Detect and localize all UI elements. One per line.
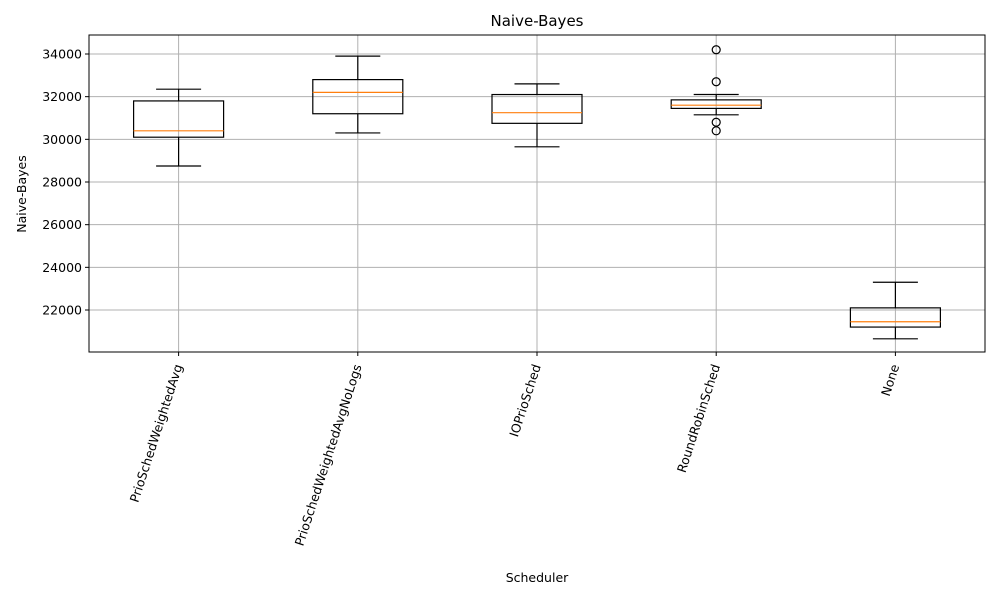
chart-title: Naive-Bayes	[491, 12, 584, 30]
grid-lines	[89, 35, 985, 352]
outlier-point	[711, 45, 721, 55]
y-axis-label: Naive-Bayes	[14, 155, 29, 232]
y-tick-label: 32000	[42, 89, 82, 104]
iqr-box	[133, 100, 225, 138]
x-tick-label: PrioSchedWeightedAvgNoLogs	[292, 362, 365, 547]
outlier-point	[711, 126, 721, 136]
box-PrioSchedWeightedAvg	[133, 88, 225, 167]
box-PrioSchedWeightedAvgNoLogs	[312, 55, 404, 134]
iqr-box	[312, 78, 404, 115]
y-tick-label: 30000	[42, 132, 82, 147]
x-tick-label: PrioSchedWeightedAvg	[127, 362, 186, 504]
y-tick-label: 22000	[42, 303, 82, 318]
box-RoundRobinSched	[670, 45, 762, 136]
box-IOPrioSched	[491, 83, 583, 148]
x-tick-label: RoundRobinSched	[674, 362, 723, 474]
y-axis-ticks: 22000 24000 26000 28000 30000 32000 34000	[42, 47, 89, 318]
x-tick-label: IOPrioSched	[506, 362, 544, 438]
x-axis-ticks: PrioSchedWeightedAvg PrioSchedWeightedAvg…	[127, 352, 902, 548]
iqr-box	[670, 99, 762, 110]
y-tick-label: 28000	[42, 175, 82, 190]
x-axis-label: Scheduler	[506, 570, 569, 585]
iqr-box	[849, 307, 942, 328]
boxes	[133, 45, 942, 340]
box-None	[849, 281, 942, 340]
y-tick-label: 24000	[42, 260, 82, 275]
y-tick-label: 34000	[42, 47, 82, 62]
iqr-box	[491, 93, 583, 124]
outlier-point	[711, 77, 721, 87]
y-tick-label: 26000	[42, 217, 82, 232]
x-tick-label: None	[878, 362, 902, 398]
